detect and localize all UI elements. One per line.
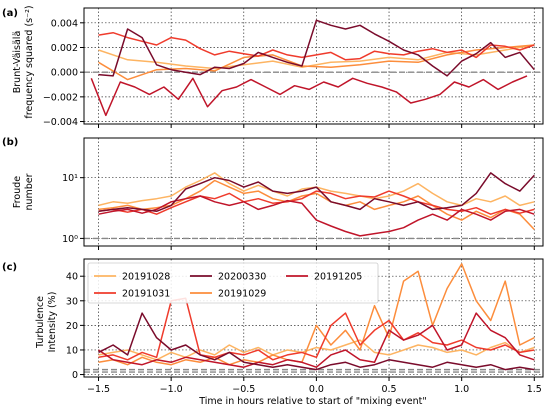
y-tick-label: 0.002 — [51, 43, 78, 54]
panel-a-label: (a) — [2, 8, 18, 19]
x-tick-label: 1.5 — [527, 384, 542, 395]
panel-b-ylabel-line2: number — [24, 173, 35, 210]
series-20191031-line — [98, 31, 535, 61]
panel-c-ylabel-line2: Intensity (%) — [47, 292, 58, 353]
series-20191028-line — [98, 339, 535, 361]
y-tick-label: 30 — [66, 296, 78, 307]
series-20191031-line — [98, 190, 535, 215]
y-tick-label: 0.000 — [51, 68, 78, 79]
y-tick-label: 10¹ — [62, 173, 78, 184]
panel-c-ylabel-line1: Turbulence — [35, 296, 46, 349]
series-20191205-line — [98, 312, 535, 368]
series-20191205-line — [90, 75, 528, 117]
legend-box — [87, 262, 379, 304]
y-tick-label: 0 — [72, 370, 78, 381]
y-tick-label: 0.004 — [51, 18, 78, 29]
panel-b: (b) Froude number 10⁰ 10¹ — [2, 137, 544, 250]
series-20200330-line — [98, 312, 535, 371]
panel-b-label: (b) — [2, 137, 18, 148]
series-20191028-line — [98, 44, 535, 70]
panel-c-frame — [83, 258, 544, 378]
panel-a-ylabel-line1: Brunt-Väisälä — [12, 31, 23, 94]
x-axis-label: Time in hours relative to start of "mixi… — [198, 396, 426, 407]
x-tick-label: −1.0 — [160, 384, 183, 395]
series-20200330-line — [98, 19, 535, 77]
y-tick-label: 20 — [66, 321, 78, 332]
y-tick-label: 40 — [66, 272, 78, 283]
legend-entry-20191031: 20191031 — [122, 289, 170, 300]
legend: 20191028 20191031 20200330 20191029 20191205 — [87, 262, 379, 304]
legend-entry-20200330: 20200330 — [218, 272, 266, 283]
panel-b-ylabel-line1: Froude — [12, 176, 23, 208]
panel-a-ylabel-line2: frequency squared (s⁻²) — [24, 5, 35, 118]
y-tick-label: 10⁰ — [62, 234, 78, 245]
series-20191029-line — [98, 263, 535, 366]
panel-c: (c) Turbulence Intensity (%) Time in hou… — [2, 258, 544, 407]
x-tick-label: 0.0 — [309, 384, 324, 395]
x-tick-label: −1.5 — [87, 384, 110, 395]
panel-c-label: (c) — [2, 262, 17, 273]
y-tick-label: −0.002 — [43, 92, 78, 103]
series-20191205-line — [98, 195, 535, 237]
x-tick-label: 1.0 — [454, 384, 469, 395]
y-tick-label: 10 — [66, 345, 78, 356]
legend-entry-20191029: 20191029 — [218, 289, 266, 300]
y-tick-label: −0.004 — [43, 117, 78, 128]
x-tick-label: 0.5 — [381, 384, 396, 395]
legend-entry-20191028: 20191028 — [122, 272, 170, 283]
panel-b-frame — [83, 137, 544, 247]
panel-a: (a) Brunt-Väisälä frequency squared (s⁻²… — [2, 5, 544, 128]
panel-a-frame — [83, 7, 544, 125]
legend-entry-20191205: 20191205 — [314, 272, 362, 283]
x-tick-label: −0.5 — [232, 384, 255, 395]
series-20200330-line — [98, 172, 535, 213]
